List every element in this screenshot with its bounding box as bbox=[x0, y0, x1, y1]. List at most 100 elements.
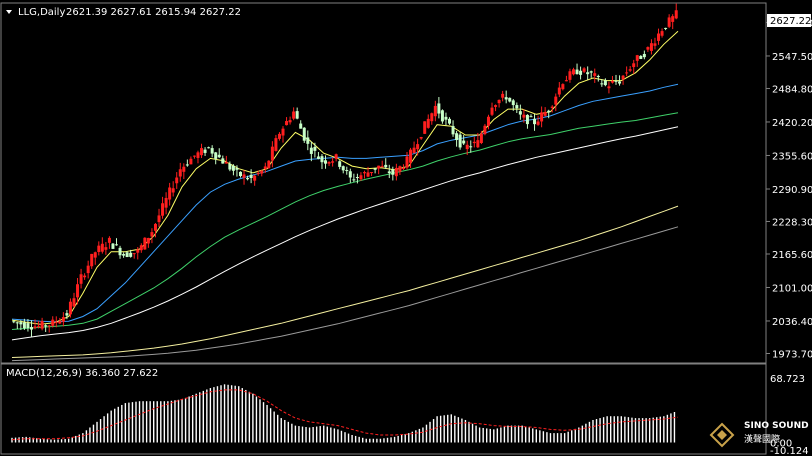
bear-candle bbox=[511, 100, 515, 106]
bull-candle bbox=[79, 274, 83, 284]
bull-candle bbox=[171, 188, 175, 193]
bear-candle bbox=[596, 76, 600, 78]
bear-candle bbox=[391, 169, 395, 175]
bull-candle bbox=[76, 284, 80, 298]
bull-candle bbox=[486, 116, 490, 126]
bear-candle bbox=[586, 72, 590, 75]
bear-candle bbox=[320, 156, 324, 163]
bear-candle bbox=[373, 168, 377, 170]
price-tick-label: 2165.60 bbox=[772, 250, 812, 261]
bull-candle bbox=[100, 243, 104, 252]
macd-panel-frame bbox=[0, 363, 767, 455]
bear-candle bbox=[614, 80, 618, 82]
bull-candle bbox=[164, 197, 168, 208]
bear-candle bbox=[600, 83, 604, 85]
bull-candle bbox=[281, 128, 285, 136]
bear-candle bbox=[118, 247, 122, 256]
bull-candle bbox=[433, 105, 437, 117]
bear-candle bbox=[589, 71, 593, 73]
bear-candle bbox=[12, 321, 16, 323]
bear-candle bbox=[217, 154, 221, 158]
bull-candle bbox=[47, 325, 51, 327]
bear-candle bbox=[238, 171, 242, 177]
bull-candle bbox=[139, 245, 143, 251]
chart-menu-arrow-icon[interactable] bbox=[6, 10, 12, 14]
price-axis: 2612.102547.502484.802420.202355.602290.… bbox=[766, 18, 812, 360]
bull-candle bbox=[58, 321, 62, 324]
ma-blue-line bbox=[11, 83, 679, 323]
bull-candle bbox=[543, 112, 547, 116]
bull-candle bbox=[653, 43, 657, 46]
bear-candle bbox=[455, 133, 459, 140]
price-tick-label: 2290.90 bbox=[772, 185, 812, 196]
bull-candle bbox=[33, 326, 37, 328]
price-tick-label: 2101.00 bbox=[772, 283, 812, 294]
symbol-label: LLG,Daily bbox=[18, 7, 65, 18]
sino-sound-logo: SINO SOUND 漢聲國際 bbox=[709, 421, 809, 448]
bull-candle bbox=[253, 175, 257, 181]
ma-green-line bbox=[11, 112, 679, 330]
current-price-label: 2627.22 bbox=[770, 16, 811, 27]
bear-candle bbox=[458, 134, 462, 148]
bull-candle bbox=[146, 237, 150, 244]
bull-candle bbox=[168, 187, 172, 200]
bull-candle bbox=[83, 275, 87, 278]
candles bbox=[12, 3, 678, 337]
price-tick-label: 2547.50 bbox=[772, 52, 812, 63]
bear-candle bbox=[533, 118, 537, 125]
bull-candle bbox=[632, 63, 636, 68]
bull-candle bbox=[625, 72, 629, 74]
bear-candle bbox=[22, 322, 26, 329]
bear-candle bbox=[295, 111, 299, 119]
bear-candle bbox=[324, 160, 328, 164]
bull-candle bbox=[465, 144, 469, 150]
bear-candle bbox=[207, 147, 211, 149]
macd-tick-label: 0.00 bbox=[770, 438, 792, 449]
bull-candle bbox=[540, 112, 544, 122]
bull-candle bbox=[93, 252, 97, 258]
bull-candle bbox=[267, 160, 271, 168]
bear-candle bbox=[302, 127, 306, 141]
bull-candle bbox=[178, 169, 182, 177]
bull-candle bbox=[182, 166, 186, 172]
bear-candle bbox=[387, 171, 391, 174]
bull-candle bbox=[334, 154, 338, 159]
bear-candle bbox=[306, 137, 310, 144]
bull-candle bbox=[646, 47, 650, 50]
bear-candle bbox=[508, 97, 512, 102]
bull-candle bbox=[419, 137, 423, 139]
bear-candle bbox=[518, 111, 522, 115]
bull-candle bbox=[68, 301, 72, 315]
moving-averages bbox=[11, 30, 679, 362]
watermark-brand: SINO SOUND bbox=[744, 421, 809, 431]
bear-candle bbox=[355, 177, 359, 179]
bear-candle bbox=[19, 322, 23, 325]
bull-candle bbox=[426, 118, 430, 128]
bull-candle bbox=[285, 121, 289, 126]
watermark-sub: 漢聲國際 bbox=[744, 433, 780, 445]
bear-candle bbox=[313, 146, 317, 151]
bull-candle bbox=[568, 71, 572, 80]
bull-candle bbox=[107, 237, 111, 243]
bear-candle bbox=[448, 118, 452, 124]
bear-candle bbox=[122, 254, 126, 256]
bear-candle bbox=[228, 163, 232, 170]
bear-candle bbox=[348, 171, 352, 178]
bear-candle bbox=[210, 148, 214, 154]
bull-candle bbox=[497, 99, 501, 104]
bull-candle bbox=[292, 111, 296, 119]
bull-candle bbox=[430, 113, 434, 122]
bull-candle bbox=[370, 172, 374, 174]
bull-candle bbox=[104, 247, 108, 250]
bull-candle bbox=[494, 105, 498, 107]
bear-candle bbox=[575, 69, 579, 75]
bull-candle bbox=[143, 237, 147, 250]
bull-candle bbox=[671, 16, 675, 22]
ohlc-readout: 2621.39 2627.61 2615.94 2627.22 bbox=[66, 7, 241, 18]
macd-title: MACD(12,26,9) 36.360 27.622 bbox=[6, 368, 158, 379]
bear-candle bbox=[529, 116, 533, 118]
bull-candle bbox=[90, 253, 94, 267]
bull-candle bbox=[554, 96, 558, 105]
bear-candle bbox=[639, 55, 643, 59]
